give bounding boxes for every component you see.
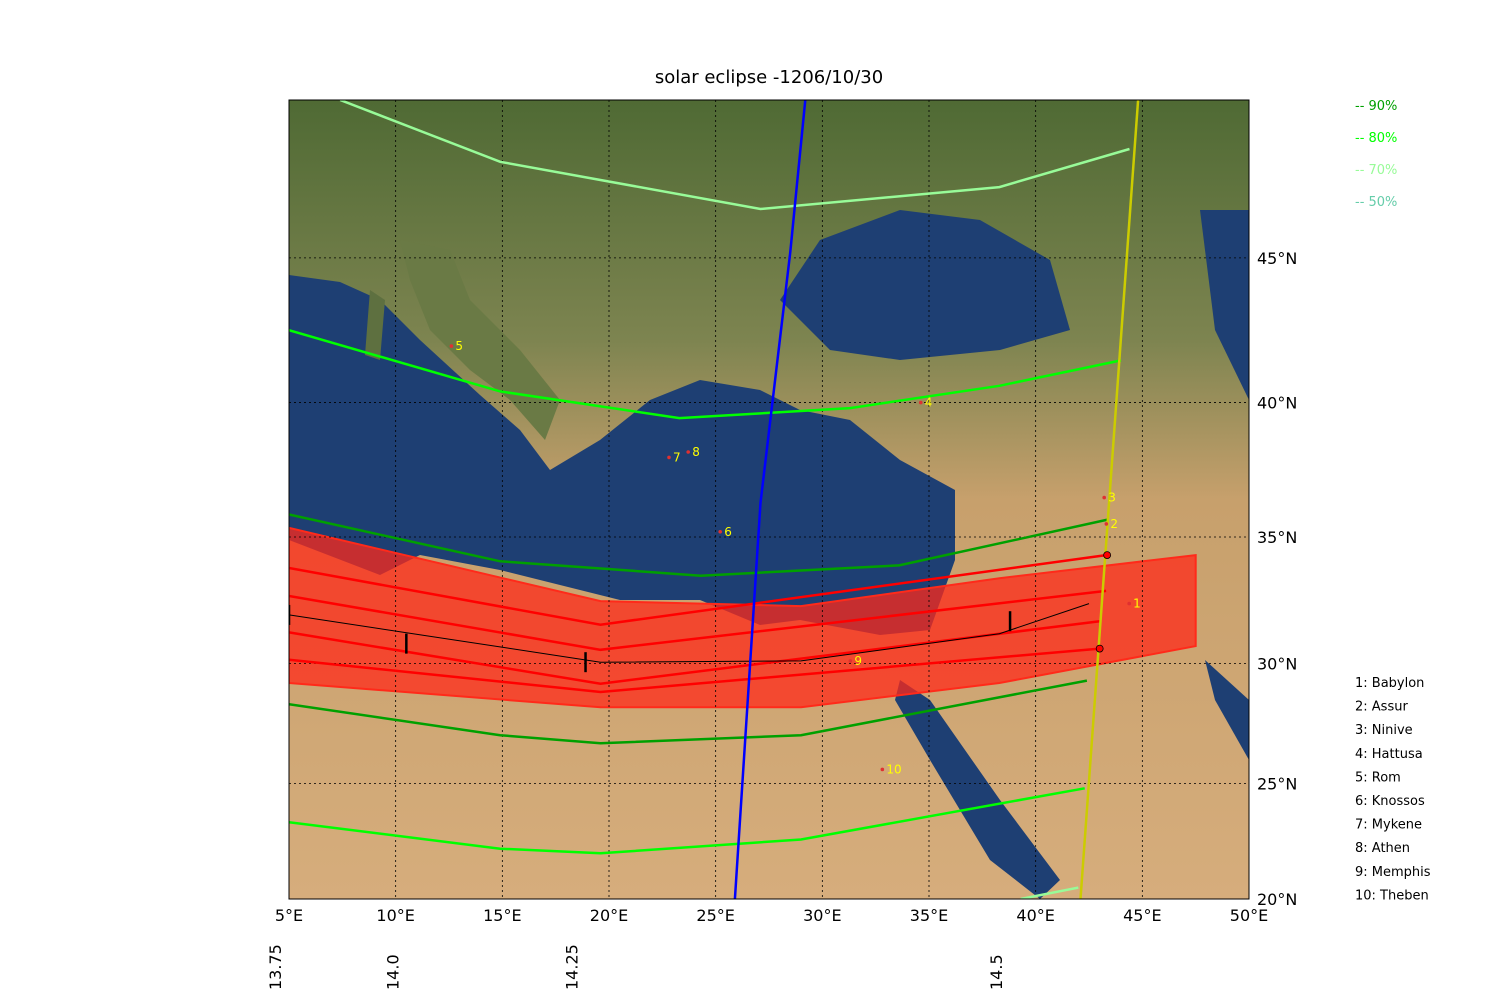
time-tick-label: 13.75: [266, 944, 285, 990]
city-list-item: 9: Memphis: [1355, 865, 1431, 880]
contact-point: [1103, 551, 1112, 560]
city-list-item: 4: Hattusa: [1355, 747, 1423, 762]
lon-tick-label: 15°E: [483, 906, 521, 925]
time-tick-label: 14.5: [987, 954, 1006, 990]
curve: [289, 679, 1088, 745]
legend-item: -- 50%: [1355, 195, 1397, 210]
lon-tick-label: 50°E: [1230, 906, 1268, 925]
lon-tick-label: 35°E: [910, 906, 948, 925]
curve: [1079, 100, 1140, 899]
city-point: [880, 767, 885, 772]
city-point: [667, 455, 671, 460]
contact-point: [1095, 644, 1104, 653]
city-point: [449, 344, 454, 348]
totality-band: [289, 526, 1197, 709]
city-marker: 7: [673, 450, 681, 464]
curve: [289, 787, 1085, 855]
legend-item: -- 90%: [1355, 99, 1397, 114]
curve: [289, 619, 1100, 685]
city-marker: 3: [1108, 491, 1116, 505]
lon-tick-label: 5°E: [275, 906, 303, 925]
legend-item: -- 70%: [1355, 163, 1397, 178]
city-list-item: 8: Athen: [1355, 841, 1410, 856]
lon-tick-label: 10°E: [376, 906, 414, 925]
curve: [289, 647, 1100, 694]
curve: [733, 100, 807, 899]
overlay: 1 2 3 4 5 6 7 8 9 10: [289, 100, 1249, 899]
map-frame: [288, 99, 1250, 900]
curve: [339, 100, 1130, 211]
curve: [289, 603, 1090, 663]
city-marker: 10: [886, 762, 901, 776]
city-point: [848, 659, 853, 663]
map-title: solar eclipse -1206/10/30: [655, 67, 883, 88]
curve: [289, 553, 1107, 626]
lat-tick-label: 25°N: [1257, 775, 1297, 794]
city-point: [686, 450, 690, 454]
basemap: [289, 100, 1249, 899]
lat-tick-label: 45°N: [1257, 249, 1297, 268]
lat-tick-label: 20°N: [1257, 890, 1297, 909]
city-list-item: 1: Babylon: [1355, 676, 1424, 691]
city-marker: 6: [724, 525, 732, 539]
curve: [1020, 886, 1079, 899]
city-marker: 9: [854, 654, 862, 668]
lon-tick-label: 25°E: [696, 906, 734, 925]
curve: [289, 513, 1109, 577]
city-marker: 5: [455, 339, 463, 353]
curve: [289, 328, 1122, 420]
lon-tick-label: 40°E: [1016, 906, 1054, 925]
lat-tick-label: 30°N: [1257, 654, 1297, 673]
city-list-item: 5: Rom: [1355, 770, 1401, 785]
city-list-item: 10: Theben: [1355, 888, 1429, 903]
city-point: [1127, 601, 1131, 606]
time-tick-label: 14.25: [563, 944, 582, 990]
city-marker: 8: [692, 445, 700, 459]
city-list-item: 3: Ninive: [1355, 723, 1413, 738]
lon-tick-label: 20°E: [590, 906, 628, 925]
city-list-item: 2: Assur: [1355, 700, 1408, 715]
city-marker: 2: [1110, 517, 1118, 531]
curve: [289, 589, 1107, 652]
lat-tick-label: 40°N: [1257, 394, 1297, 413]
city-point: [718, 529, 722, 534]
city-point: [1104, 522, 1109, 526]
city-point: [918, 400, 923, 405]
city-marker: 1: [1133, 597, 1141, 611]
city-list-item: 6: Knossos: [1355, 794, 1425, 809]
time-tick-label: 14.0: [383, 954, 402, 990]
legend-item: -- 80%: [1355, 131, 1397, 146]
lon-tick-label: 45°E: [1123, 906, 1161, 925]
city-list-item: 7: Mykene: [1355, 818, 1422, 833]
city-point: [1102, 495, 1106, 500]
city-marker: 4: [925, 396, 933, 410]
lon-tick-label: 30°E: [803, 906, 841, 925]
lat-tick-label: 35°N: [1257, 528, 1297, 547]
